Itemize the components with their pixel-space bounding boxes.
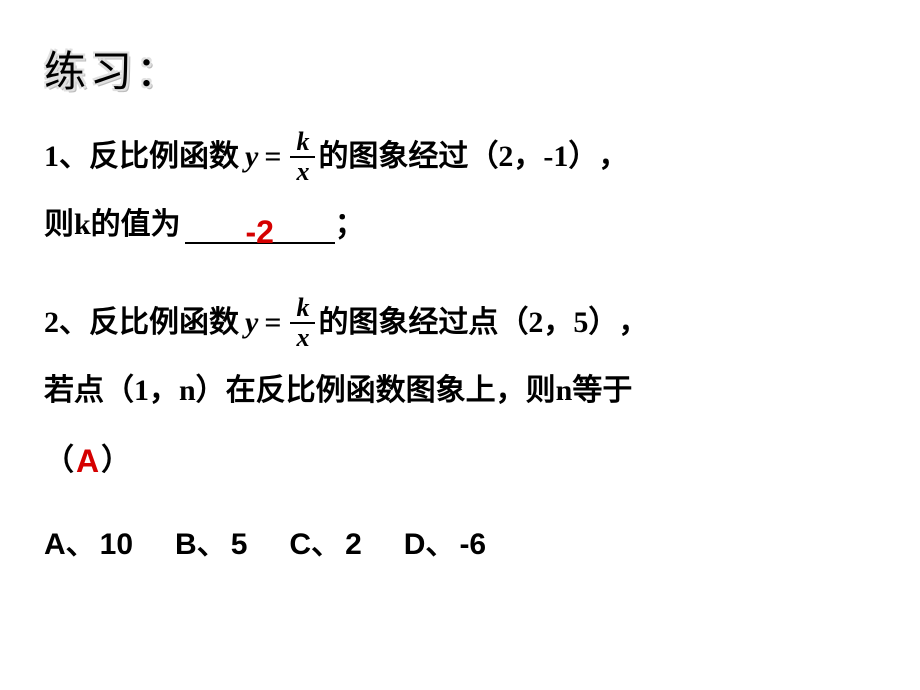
p2-frac-den: x [290, 322, 315, 351]
option-d: D、-6 [404, 515, 486, 575]
p1-line2-before: 则k的值为 [44, 195, 181, 255]
option-a-label: A、 [44, 528, 96, 561]
p1-answer: -2 [245, 200, 273, 264]
option-a: A、10 [44, 515, 133, 575]
option-c-value: 2 [345, 528, 362, 561]
p1-blank: -2 [185, 206, 335, 244]
p1-text-after: 的图象经过 [318, 127, 468, 187]
p2-y: y [245, 293, 258, 353]
p2-frac-num: k [290, 295, 315, 322]
p2-paren-close: ） [101, 431, 131, 491]
p1-fraction: k x [290, 129, 315, 185]
p1-tail-comma: ， [598, 127, 628, 187]
p2-text-before: 、反比例函数 [59, 293, 239, 353]
p2-answer: A [76, 443, 99, 479]
option-c-label: C、 [289, 528, 341, 561]
option-d-value: -6 [459, 528, 486, 561]
p1-number: 1 [44, 127, 59, 187]
section-title: 练习： [44, 38, 876, 99]
slide: 练习： 1 、反比例函数 y = k x 的图象经过 （2，-1） ， 则k的值… [0, 0, 920, 629]
p1-y: y [245, 127, 258, 187]
p1-eq: = [264, 127, 281, 187]
option-b-value: 5 [231, 528, 248, 561]
p1-line2-after: ； [335, 195, 365, 255]
problem-2: 2 、反比例函数 y = k x 的图象经过点 （2，5） ， 若点（1，n）在… [44, 293, 876, 575]
p2-paren-open: （ [44, 431, 74, 491]
option-a-value: 10 [100, 528, 133, 561]
p2-fraction: k x [290, 295, 315, 351]
option-b: B、5 [175, 515, 247, 575]
p1-frac-num: k [290, 129, 315, 156]
p2-options: A、10 B、5 C、2 D、-6 [44, 515, 876, 575]
option-b-label: B、 [175, 528, 227, 561]
p2-text-after: 的图象经过点 [318, 293, 498, 353]
problem-1: 1 、反比例函数 y = k x 的图象经过 （2，-1） ， 则k的值为 -2… [44, 127, 876, 255]
p2-line2: 若点（1，n）在反比例函数图象上，则n等于 [44, 361, 632, 421]
p2-eq: = [264, 293, 281, 353]
p2-point: （2，5） [498, 293, 618, 353]
option-c: C、2 [289, 515, 361, 575]
p2-tail-comma: ， [618, 293, 648, 353]
p1-frac-den: x [290, 156, 315, 185]
p2-number: 2 [44, 293, 59, 353]
p1-text-before: 、反比例函数 [59, 127, 239, 187]
option-d-label: D、 [404, 528, 456, 561]
p1-point: （2，-1） [468, 127, 598, 187]
p2-answer-box: A [74, 429, 101, 493]
